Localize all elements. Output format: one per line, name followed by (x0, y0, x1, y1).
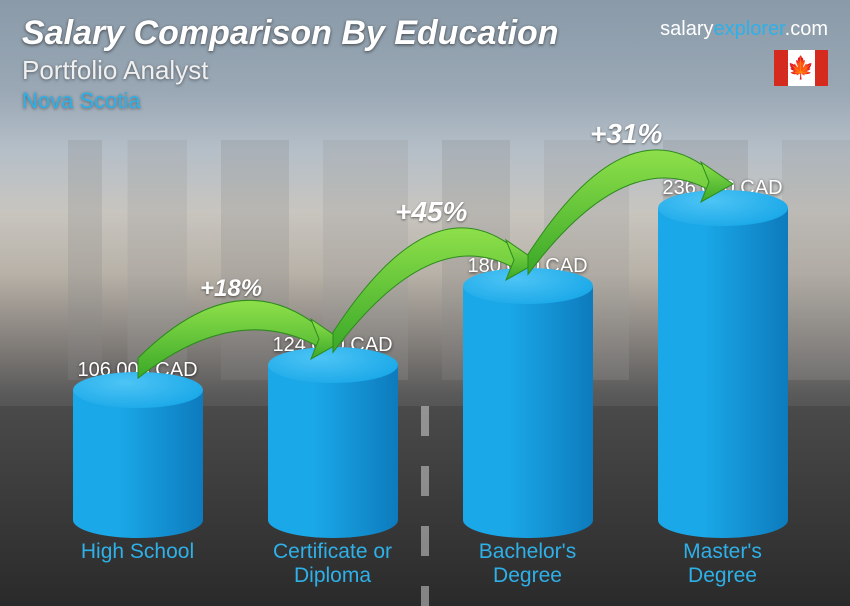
bar-top-ellipse (463, 268, 593, 304)
bar-slot: 106,000 CAD (44, 359, 231, 538)
brand-text-b: explorer (714, 18, 785, 40)
bar (658, 208, 788, 538)
brand-text-a: salary (660, 18, 713, 40)
bar-body (658, 208, 788, 538)
chart-title: Salary Comparison By Education (22, 14, 559, 53)
brand-suffix: .com (785, 18, 828, 40)
bar-slot: 124,000 CAD (239, 334, 426, 538)
bar (268, 365, 398, 538)
bar-body (73, 390, 203, 538)
bar-slot: 236,000 CAD (629, 177, 816, 538)
labels-container: High SchoolCertificate orDiplomaBachelor… (40, 540, 820, 588)
bar-body (463, 286, 593, 538)
bar-top-ellipse (268, 347, 398, 383)
bar (73, 390, 203, 538)
bars-container: 106,000 CAD124,000 CAD180,000 CAD236,000… (40, 138, 820, 538)
bar-body (268, 365, 398, 538)
bar-top-ellipse (658, 190, 788, 226)
bar-category-label: High School (44, 540, 231, 588)
bar-chart: 106,000 CAD124,000 CAD180,000 CAD236,000… (40, 68, 820, 588)
brand-logo: salaryexplorer.com (660, 18, 828, 41)
bar-category-label: Bachelor'sDegree (434, 540, 621, 588)
bar-category-label: Master'sDegree (629, 540, 816, 588)
bar-category-label: Certificate orDiploma (239, 540, 426, 588)
bar-top-ellipse (73, 372, 203, 408)
bar (463, 286, 593, 538)
bar-slot: 180,000 CAD (434, 255, 621, 538)
